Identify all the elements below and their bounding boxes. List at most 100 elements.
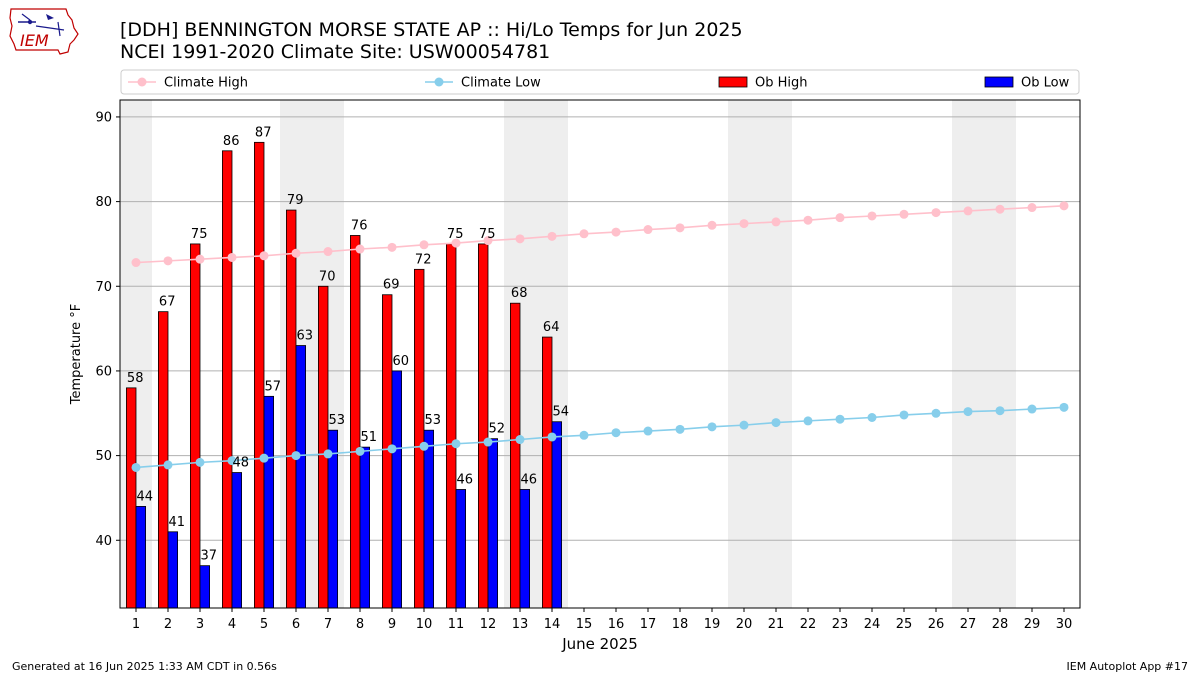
x-tick-label-23: 23 [832,617,849,632]
point-climate-high-18 [675,223,685,233]
point-climate-low-14 [547,432,557,442]
data-label-ob-low-11: 46 [457,472,474,487]
data-label-ob-high-13: 68 [511,286,528,301]
x-tick-label-7: 7 [324,617,332,632]
x-tick-label-4: 4 [228,617,236,632]
point-climate-low-25 [899,410,909,420]
point-climate-low-27 [963,407,973,417]
x-tick-label-27: 27 [960,617,977,632]
point-climate-low-24 [867,413,877,422]
climate-lines [131,201,1069,472]
point-climate-low-1 [131,462,141,472]
bar-labels: 58 67 75 86 87 79 70 76 69 72 75 75 68 64 44 41 37 48 57 63… [127,125,569,563]
point-climate-high-10 [419,240,429,250]
x-tick-label-28: 28 [992,617,1009,632]
point-climate-high-20 [739,219,749,229]
data-label-ob-high-6: 79 [287,193,304,208]
bar-ob-high-5 [253,141,265,609]
x-tick-label-17: 17 [640,617,657,632]
point-climate-high-28 [995,204,1005,214]
bar-ob-high-11 [445,243,457,609]
x-tick-label-6: 6 [292,617,300,632]
x-tick-label-9: 9 [388,617,396,632]
point-climate-low-11 [451,439,461,449]
y-tick-label-50: 50 [95,449,112,464]
bar-ob-high-2 [157,311,169,609]
point-climate-high-2 [163,256,173,266]
data-label-ob-low-7: 53 [329,413,346,428]
point-climate-high-13 [515,234,525,244]
legend-label-climate-high: Climate High [164,76,248,91]
x-tick-label-5: 5 [260,617,268,632]
bar-ob-low-8 [359,446,371,609]
data-label-ob-low-2: 41 [169,515,186,530]
point-climate-low-9 [387,444,397,454]
plot-frame [119,99,1081,609]
bar-ob-low-10 [423,429,435,609]
point-climate-high-29 [1027,203,1037,213]
x-tick-label-26: 26 [928,617,945,632]
bar-ob-low-6 [295,345,307,609]
bar-ob-high-8 [349,235,361,609]
point-climate-high-12 [483,236,493,246]
data-label-ob-high-9: 69 [383,278,400,293]
bar-ob-low-1 [135,505,146,609]
weekend-band-4 [728,100,792,608]
data-label-ob-high-7: 70 [319,269,336,284]
point-climate-low-3 [195,457,205,467]
chart-title: [DDH] BENNINGTON MORSE STATE AP :: Hi/Lo… [120,19,743,41]
point-climate-high-27 [963,206,973,216]
iem-logo: IEM [8,6,80,62]
point-climate-low-8 [355,446,365,456]
y-tick-label-70: 70 [95,280,112,295]
legend-swatch-ob-high [718,76,748,88]
point-climate-low-21 [771,418,781,428]
point-climate-high-1 [131,258,141,268]
x-tick-label-29: 29 [1024,617,1041,632]
x-tick-label-13: 13 [512,617,529,632]
bars [126,141,563,609]
point-climate-low-16 [611,428,621,438]
y-tick-label-80: 80 [95,195,112,210]
x-tick-label-1: 1 [132,617,140,632]
bar-ob-low-14 [551,421,563,609]
bar-ob-high-14 [542,336,553,609]
data-label-ob-low-8: 51 [361,430,378,445]
point-climate-low-20 [739,420,749,430]
bar-ob-high-6 [285,209,297,609]
point-climate-low-19 [707,422,717,432]
legend-swatch-marker-climate-high [137,77,147,87]
y-tick-label-60: 60 [95,364,112,379]
point-climate-high-9 [387,242,397,252]
bar-ob-high-13 [509,302,521,609]
point-climate-high-3 [195,254,205,264]
x-tick-label-3: 3 [196,617,204,632]
data-label-ob-high-2: 67 [159,295,176,310]
legend-swatch-marker-climate-low [434,77,444,87]
data-label-ob-low-14: 54 [553,405,570,420]
x-tick-label-22: 22 [800,617,817,632]
y-tick-label-40: 40 [95,534,112,549]
point-climate-high-5 [259,251,269,261]
legend: Climate High Climate Low Ob High Ob Low [120,69,1080,95]
x-tick-label-12: 12 [480,617,497,632]
point-climate-high-26 [931,208,941,218]
point-climate-low-13 [515,435,525,445]
footer-generated: Generated at 16 Jun 2025 1:33 AM CDT in … [12,660,277,673]
point-climate-low-4 [227,456,237,466]
bar-ob-low-9 [391,370,403,609]
point-climate-high-6 [291,248,301,258]
data-label-ob-high-12: 75 [479,227,496,242]
point-climate-high-15 [579,229,589,239]
gridlines [120,116,1080,541]
x-tick-label-14: 14 [544,617,561,632]
bar-ob-low-13 [519,489,531,609]
point-climate-low-2 [163,460,173,470]
legend-label-ob-low: Ob Low [1021,76,1070,91]
data-label-ob-high-5: 87 [255,125,272,140]
point-climate-low-29 [1027,404,1037,414]
x-tick-label-8: 8 [356,617,364,632]
bar-ob-low-12 [487,438,499,609]
point-climate-low-18 [675,424,685,434]
